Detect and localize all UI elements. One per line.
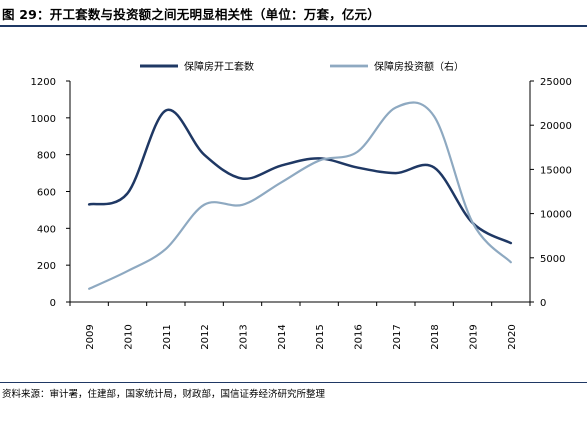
x-tick-label: 2014 [277,324,288,349]
right-tick-label: 10000 [540,210,572,221]
left-tick-label: 600 [37,188,56,199]
left-tick-label: 1000 [31,114,56,125]
right-tick-label: 25000 [540,77,572,88]
x-tick-label: 2009 [85,324,96,349]
source-note: 资料来源：审计署，住建部，国家统计局，财政部，国信证券经济研究所整理 [2,389,326,400]
x-tick-label: 2013 [239,324,250,349]
x-tick-label: 2017 [392,324,403,349]
left-tick-label: 200 [37,261,56,272]
series-line-2 [88,101,512,290]
x-tick-label: 2018 [430,324,441,349]
left-tick-label: 1200 [31,77,56,88]
right-tick-label: 15000 [540,165,572,176]
chart-title: 图 29：开工套数与投资额之间无明显相关性（单位：万套，亿元） [2,7,380,22]
legend: 保障房开工套数 保障房投资额（右） [140,60,464,73]
series-lines [87,101,513,290]
bottom-divider [0,382,587,383]
x-tick-label: 2010 [124,324,135,349]
right-tick-label: 5000 [540,254,565,265]
x-tick-label: 2011 [162,324,173,349]
legend-label-1: 保障房开工套数 [184,60,254,73]
top-divider [0,25,587,27]
left-tick-label: 800 [37,151,56,162]
left-tick-label: 0 [50,298,56,309]
legend-label-2: 保障房投资额（右） [374,60,464,73]
x-tick-label: 2012 [200,324,211,349]
x-tick-label: 2016 [354,324,365,349]
series-line-1 [87,108,513,245]
x-tick-label: 2020 [507,324,518,349]
left-tick-label: 400 [37,224,56,235]
x-tick-label: 2015 [315,324,326,349]
x-tick-label: 2019 [469,324,480,349]
right-tick-label: 0 [540,298,546,309]
axes: 0 200 400 600 800 1000 1200 0 5000 10000 15000 2000… [31,77,572,350]
right-tick-label: 20000 [540,121,572,132]
